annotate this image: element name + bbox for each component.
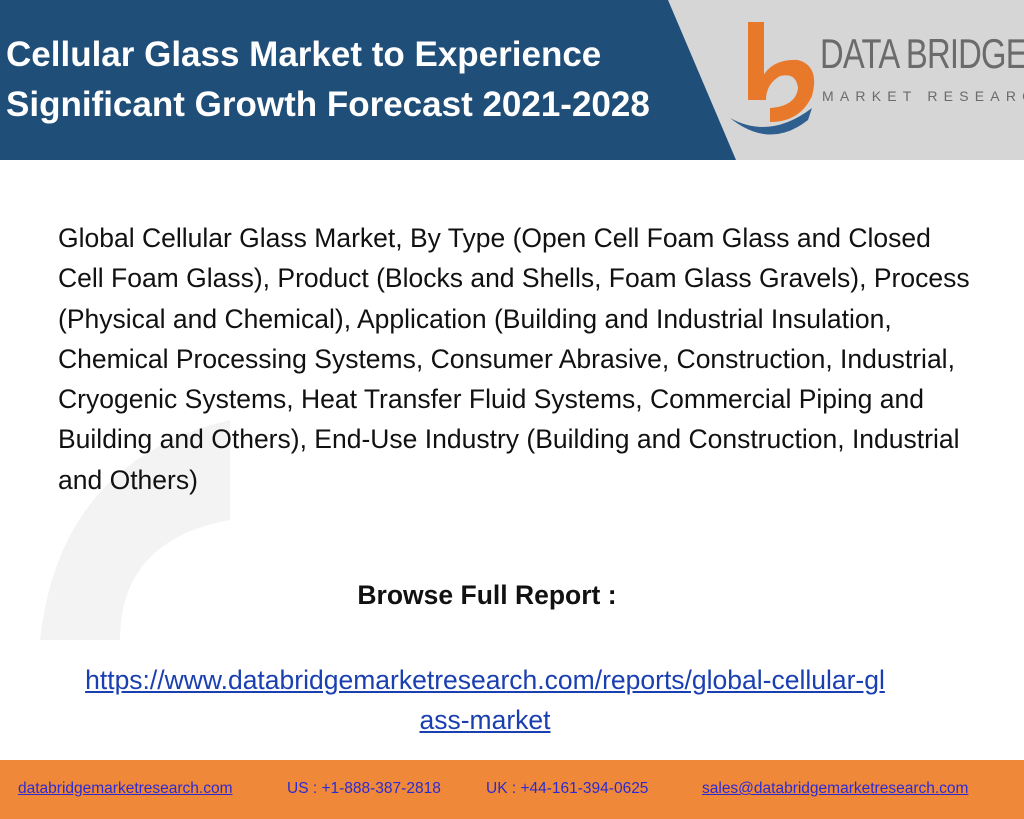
logo-icon [730,22,815,135]
report-link[interactable]: https://www.databridgemarketresearch.com… [85,665,885,735]
us-phone: US : +1-888-387-2818 [287,780,441,797]
logo-name: DATA BRIDGE [820,30,1024,77]
footer: databridgemarketresearch.com US : +1-888… [0,760,1024,819]
description: Global Cellular Glass Market, By Type (O… [58,223,970,495]
watermark [40,420,230,640]
logo-tagline: MARKET RESEARCH [822,88,1024,104]
browse-label: Browse Full Report : [357,580,617,610]
website-link[interactable]: databridgemarketresearch.com [18,780,233,797]
email-link[interactable]: sales@databridgemarketresearch.com [702,780,969,797]
header-band [0,0,736,160]
title: Cellular Glass Market to Experience Sign… [6,35,650,124]
uk-phone: UK : +44-161-394-0625 [486,780,649,797]
